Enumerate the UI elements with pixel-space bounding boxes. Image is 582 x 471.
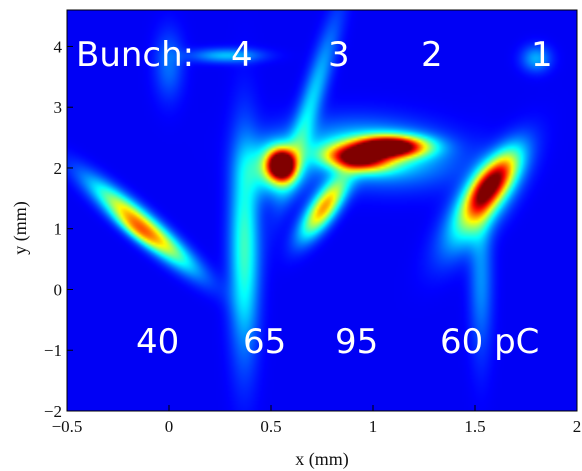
y-tick-label: 0 — [54, 280, 63, 299]
charge-label-bunch-3: 65 — [243, 322, 286, 362]
y-tick-label: −2 — [44, 402, 62, 421]
bunch-number-3: 3 — [328, 35, 350, 75]
x-tick-label: 0.5 — [260, 417, 281, 436]
y-tick-label: 3 — [54, 98, 63, 117]
charge-label-bunch-4: 40 — [136, 322, 179, 362]
x-tick-label: 2 — [573, 417, 582, 436]
x-axis: −0.5 0 0.5 1 1.5 2 — [52, 405, 582, 436]
heatmap-image — [67, 10, 577, 411]
x-tick-label: 1 — [369, 417, 378, 436]
plot-frame — [66, 9, 578, 412]
x-tick-label: 1.5 — [464, 417, 485, 436]
y-tick-label: 4 — [54, 37, 63, 56]
y-axis: −2 −1 0 1 2 3 4 — [44, 37, 73, 421]
y-tick-label: −1 — [44, 341, 62, 360]
x-tick-label: −0.5 — [52, 417, 83, 436]
y-tick-label: 1 — [54, 220, 63, 239]
bunch-number-4: 4 — [231, 35, 253, 75]
charge-label-bunch-2: 95 — [335, 322, 378, 362]
y-axis-label: y (mm) — [10, 201, 31, 255]
bunch-annotations: Bunch: 4 3 2 1 40 65 95 60 pC — [76, 35, 553, 362]
x-tick-label: 0 — [165, 417, 174, 436]
x-axis-label: x (mm) — [295, 449, 349, 470]
plot-area — [66, 9, 578, 412]
bunch-number-2: 2 — [421, 35, 443, 75]
y-tick-label: 2 — [54, 159, 63, 178]
bunch-label: Bunch: — [76, 35, 194, 75]
charge-label-bunch-1: 60 pC — [440, 322, 539, 362]
bunch-number-1: 1 — [531, 35, 553, 75]
